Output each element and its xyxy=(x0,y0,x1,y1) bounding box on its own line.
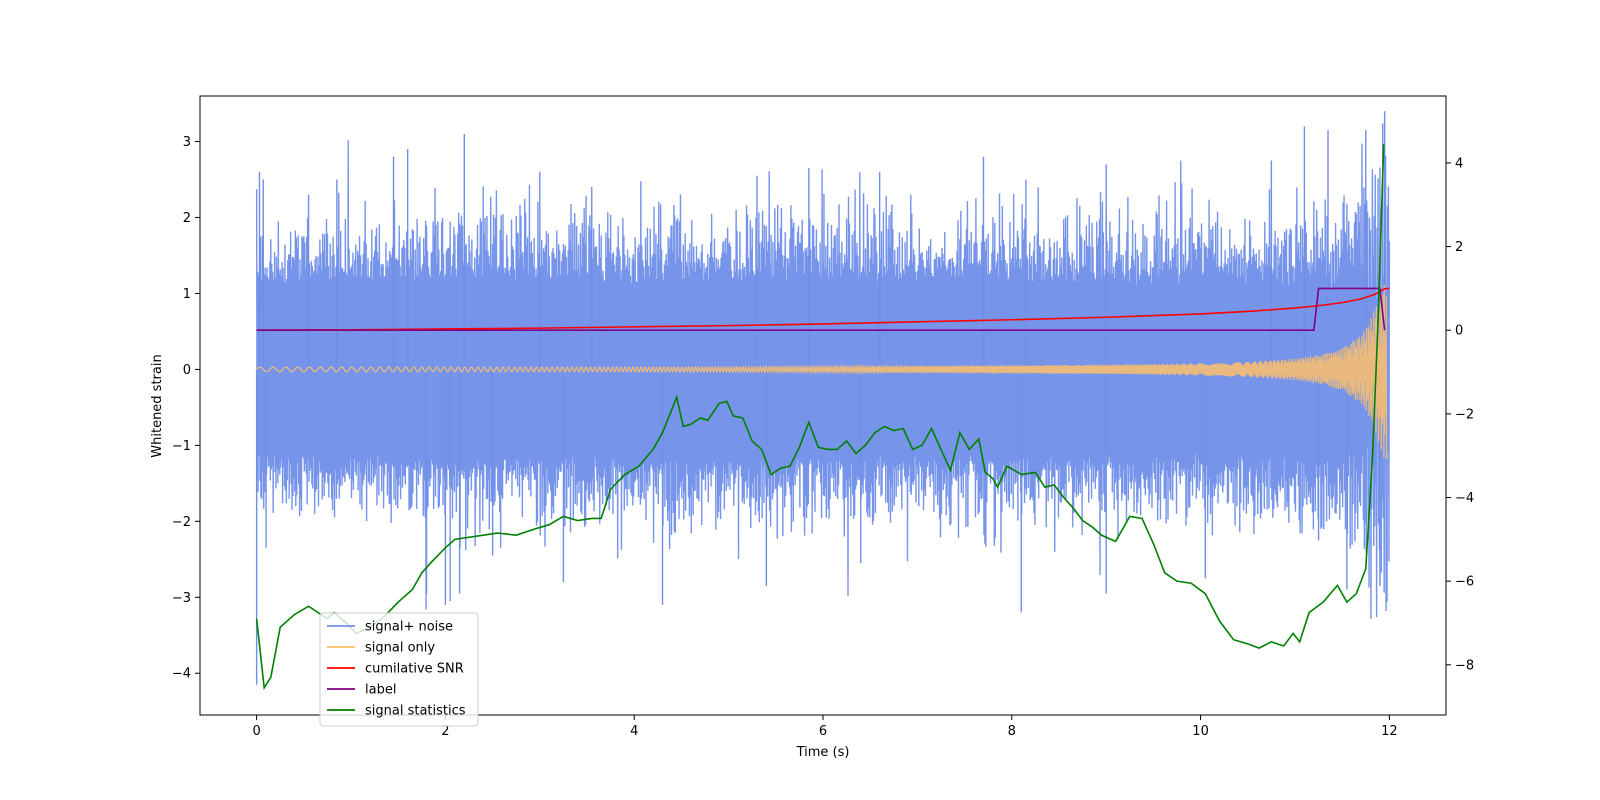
x-axis: 0 2 4 6 8 10 12 xyxy=(252,715,1398,739)
x-axis-label: Time (s) xyxy=(796,745,850,760)
legend-label: signal statistics xyxy=(365,704,466,719)
right-y-tick-label: −6 xyxy=(1455,575,1474,590)
x-tick-label: 2 xyxy=(441,724,449,739)
series-label xyxy=(256,287,1386,332)
y-axis-label: Whitened strain xyxy=(150,354,165,457)
left-y-tick-label: 2 xyxy=(183,211,191,226)
series-signal-statistics xyxy=(255,144,1385,691)
right-y-axis: −8 −6 −4 −2 0 2 4 xyxy=(1446,156,1474,673)
right-y-tick-label: −8 xyxy=(1455,658,1474,673)
x-tick-label: 12 xyxy=(1381,724,1398,739)
left-y-tick-label: −3 xyxy=(172,591,191,606)
left-y-tick-label: −1 xyxy=(172,439,191,454)
left-y-tick-label: 3 xyxy=(183,135,191,150)
x-tick-label: 0 xyxy=(252,724,260,739)
legend-label: cumilative SNR xyxy=(365,662,464,677)
right-y-tick-label: −4 xyxy=(1455,491,1474,506)
legend-box xyxy=(319,612,479,727)
x-tick-label: 4 xyxy=(630,724,638,739)
series-cumulative-snr xyxy=(256,287,1390,332)
noise-peaks-down xyxy=(255,369,1381,685)
legend-label: signal only xyxy=(365,641,435,656)
right-y-tick-label: 0 xyxy=(1455,324,1463,339)
series-signal-only xyxy=(256,284,1388,459)
left-y-tick-label: −4 xyxy=(172,667,191,682)
plot-area xyxy=(255,111,1391,691)
right-y-tick-label: 4 xyxy=(1455,156,1463,171)
left-y-tick-label: 0 xyxy=(183,363,191,378)
legend: signal+ noise signal only cumilative SNR la… xyxy=(319,612,479,727)
right-y-tick-label: −2 xyxy=(1455,407,1474,422)
x-tick-label: 8 xyxy=(1008,724,1016,739)
x-tick-label: 6 xyxy=(819,724,827,739)
legend-label: label xyxy=(365,683,396,698)
right-y-tick-label: 2 xyxy=(1455,240,1463,255)
left-y-tick-label: 1 xyxy=(183,287,191,302)
x-tick-label: 10 xyxy=(1192,724,1209,739)
legend-label: signal+ noise xyxy=(365,620,453,635)
series-signal-noise xyxy=(255,123,1391,619)
left-y-axis: −4 −3 −2 −1 0 1 2 3 xyxy=(172,135,200,682)
left-y-tick-label: −2 xyxy=(172,515,191,530)
